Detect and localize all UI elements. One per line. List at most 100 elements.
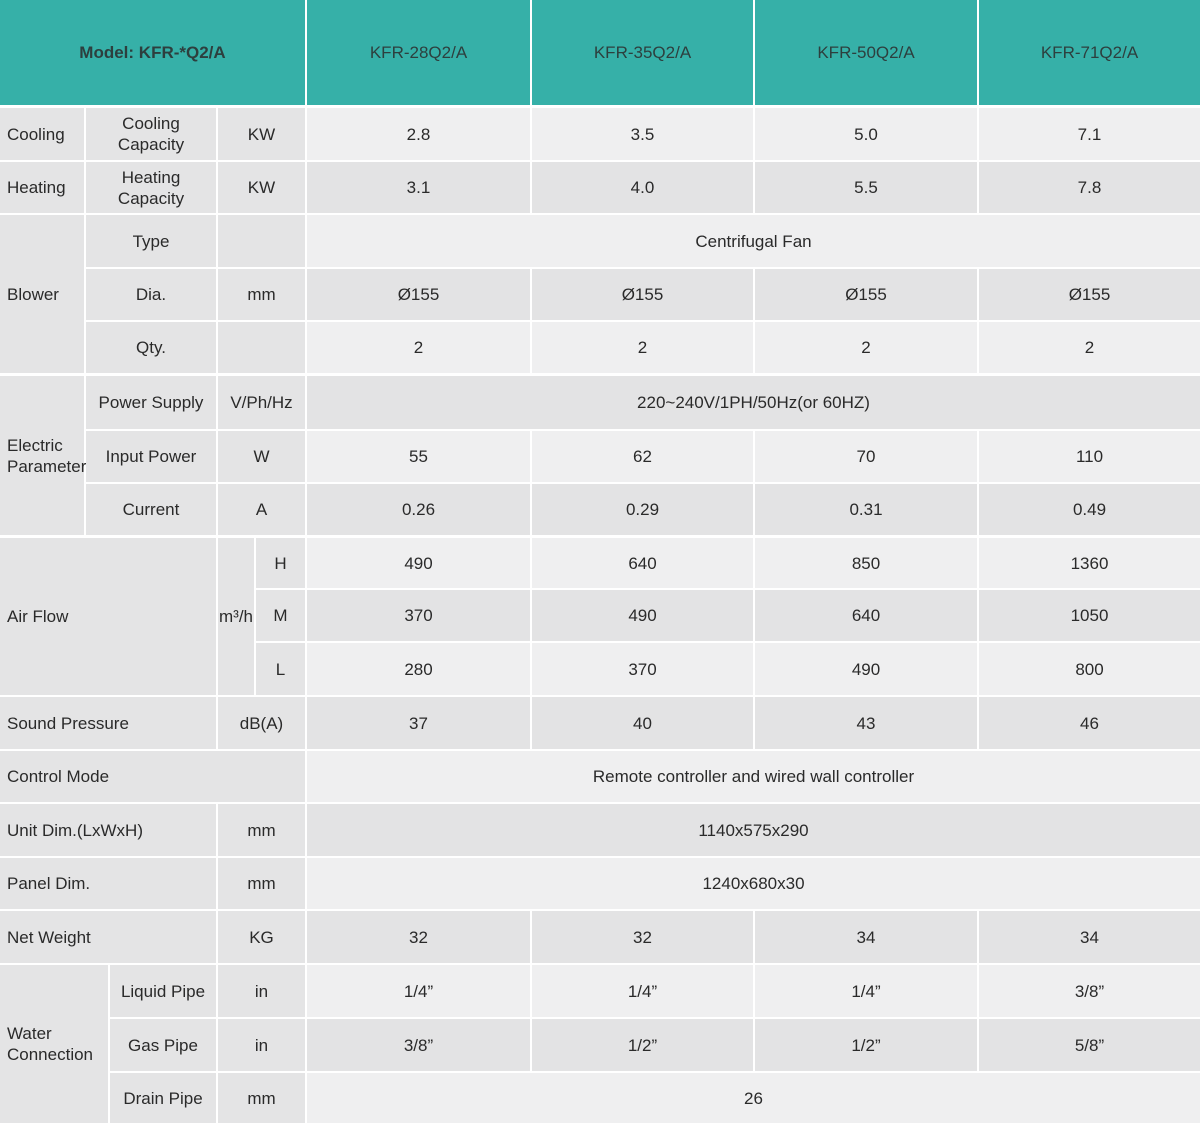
merged-value-text: Remote controller and wired wall control… [592, 767, 915, 786]
merged-value-text: 220~240V/1PH/50Hz(or 60HZ) [637, 393, 870, 412]
value-cell: 280 [307, 643, 530, 695]
group-label: Blower [0, 215, 84, 373]
unit-label-text: mm [247, 820, 276, 840]
value-cell-text: 1/4” [851, 981, 881, 1001]
value-cell-text: Ø155 [621, 285, 664, 304]
group-label: Air Flow [0, 538, 216, 695]
value-cell-text: 110 [1075, 447, 1104, 466]
item-label-text: Qty. [136, 338, 166, 357]
unit-label: mm [218, 858, 305, 909]
value-cell: 3.5 [532, 108, 753, 160]
value-cell: 5/8” [979, 1019, 1200, 1071]
value-cell-text: 3.1 [406, 178, 431, 197]
value-cell-text: 0.31 [849, 500, 883, 519]
value-cell-text: 3/8” [403, 1035, 434, 1055]
value-cell: 37 [307, 697, 530, 749]
value-cell-text: 1/2” [851, 1035, 881, 1055]
unit-label: KW [218, 162, 305, 213]
value-cell: 32 [307, 911, 530, 963]
value-cell: 55 [307, 431, 530, 482]
model-header: Model: KFR-*Q2/A [0, 0, 305, 105]
model-name-text: KFR-71Q2/A [1040, 43, 1139, 62]
value-cell: 43 [755, 697, 977, 749]
value-cell-text: 46 [1080, 713, 1099, 733]
merged-value-text: 1240x680x30 [702, 874, 805, 893]
value-cell: 490 [307, 538, 530, 588]
unit-label-text: W [253, 447, 270, 466]
value-cell-text: 2.8 [406, 124, 431, 144]
group-label-text: Air Flow [7, 607, 69, 626]
value-cell: 1/4” [755, 965, 977, 1017]
value-cell: 4.0 [532, 162, 753, 213]
value-cell: 7.8 [979, 162, 1200, 213]
value-cell-text: 370 [404, 606, 433, 625]
value-cell-text: 490 [628, 606, 657, 625]
value-cell-text: 40 [633, 713, 652, 733]
unit-label-text: KG [249, 927, 274, 947]
value-cell-text: Ø155 [1068, 285, 1111, 304]
unit-label-text: mm [247, 285, 276, 304]
group-label-text: Heating [7, 178, 66, 197]
unit-label-text: V/Ph/Hz [230, 393, 293, 412]
value-cell-text: 3/8” [1074, 981, 1105, 1001]
unit-label: KW [218, 108, 305, 160]
unit-label: mm [218, 269, 305, 320]
unit-label: A [218, 484, 305, 535]
value-cell-text: 32 [409, 927, 428, 947]
group-label: Electric Parameter [0, 376, 86, 535]
item-label-text: Gas Pipe [128, 1035, 198, 1055]
value-cell: 1/2” [532, 1019, 753, 1071]
value-cell-text: 280 [404, 659, 433, 679]
value-cell-text: Ø155 [397, 285, 440, 304]
value-cell: 40 [532, 697, 753, 749]
group-label-text: Net Weight [7, 927, 91, 947]
item-label-text: Type [132, 231, 170, 251]
value-cell: 490 [532, 590, 753, 641]
value-cell-text: 70 [856, 447, 876, 466]
model-name: KFR-35Q2/A [532, 0, 753, 105]
value-cell: 800 [979, 643, 1200, 695]
unit-label: V/Ph/Hz [218, 376, 305, 429]
value-cell: 34 [979, 911, 1200, 963]
value-cell: 62 [532, 431, 753, 482]
value-cell: 2 [755, 322, 977, 373]
value-cell: 2.8 [307, 108, 530, 160]
value-cell: Ø155 [979, 269, 1200, 320]
value-cell-text: 7.8 [1077, 178, 1102, 197]
value-cell: 2 [532, 322, 753, 373]
value-cell-text: 5.5 [854, 178, 878, 197]
item-label-text: Cooling Capacity [117, 114, 185, 154]
unit-label-text: in [254, 1035, 269, 1055]
group-label-text: Cooling [7, 124, 65, 144]
item-label: Current [86, 484, 216, 535]
value-cell: 110 [979, 431, 1200, 482]
item-label: Type [86, 215, 216, 267]
value-cell: 1/4” [532, 965, 753, 1017]
group-label-text: Control Mode [7, 767, 110, 786]
group-label: Sound Pressure [0, 697, 216, 749]
model-name: KFR-71Q2/A [979, 0, 1200, 105]
value-cell-text: 4.0 [630, 178, 655, 197]
model-name-text: KFR-35Q2/A [593, 43, 692, 62]
value-cell-text: 34 [856, 927, 876, 947]
value-cell: 490 [755, 643, 977, 695]
item-label-text: Current [122, 500, 180, 519]
model-name-text: KFR-28Q2/A [369, 43, 468, 62]
group-label: Heating [0, 162, 84, 213]
value-cell: 32 [532, 911, 753, 963]
value-cell: 1/4” [307, 965, 530, 1017]
unit-label-text: in [254, 981, 269, 1001]
value-cell: 5.0 [755, 108, 977, 160]
value-cell: 640 [755, 590, 977, 641]
model-header-text: Model: KFR-*Q2/A [79, 43, 226, 62]
value-cell-text: 0.29 [625, 500, 660, 519]
merged-value: 220~240V/1PH/50Hz(or 60HZ) [307, 376, 1200, 429]
group-label: Net Weight [0, 911, 216, 963]
value-cell: 46 [979, 697, 1200, 749]
unit-label-text: mm [247, 874, 276, 893]
value-cell: 7.1 [979, 108, 1200, 160]
merged-value: 1140x575x290 [307, 804, 1200, 856]
model-name-text: KFR-50Q2/A [817, 43, 915, 62]
value-cell-text: 43 [856, 713, 876, 733]
value-cell-text: 7.1 [1077, 124, 1102, 144]
